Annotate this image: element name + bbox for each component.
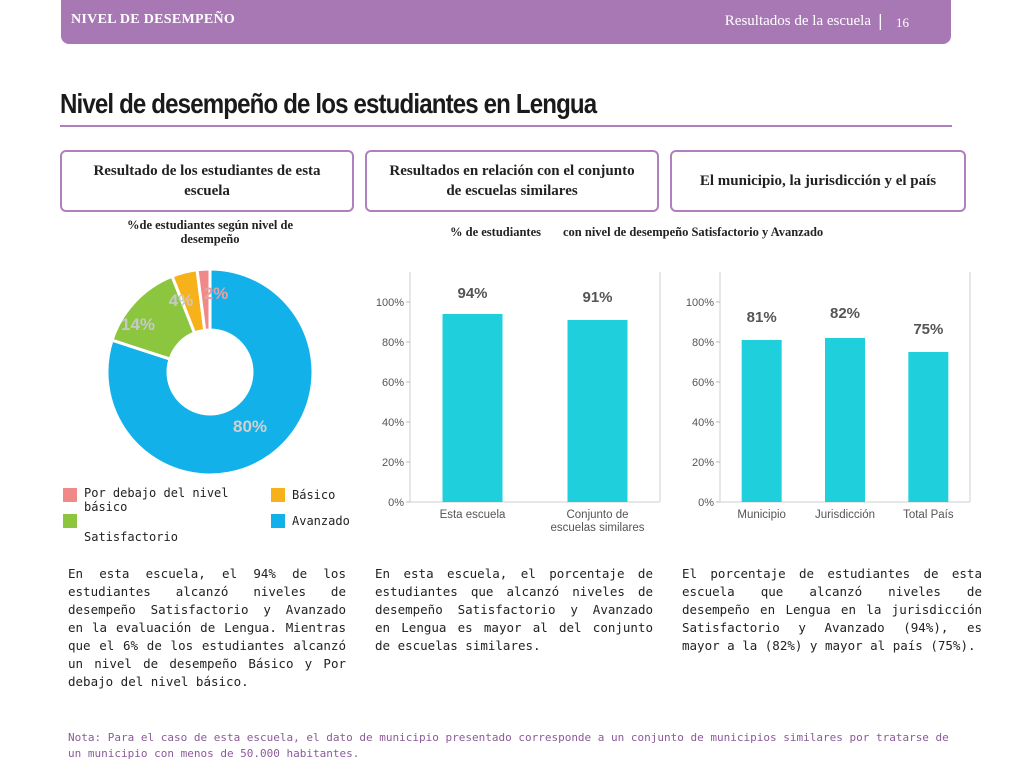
- bar-value-label: 91%: [582, 289, 612, 306]
- page-title: Nivel de desempeño de los estudiantes en…: [60, 88, 597, 119]
- bars-caption-right: con nivel de desempeño Satisfactorio y A…: [563, 225, 824, 239]
- y-tick-label: 80%: [382, 337, 404, 349]
- bar-value-label: 75%: [913, 321, 943, 338]
- bar-chart-schools: 0% 20% 40% 60% 80% 100% 94% Esta escuela 91% Conj…: [376, 272, 661, 534]
- bar-value-label: 81%: [747, 309, 777, 326]
- bar-1: [567, 320, 628, 502]
- header-separator: |: [877, 11, 883, 30]
- legend-label-satisfactory: Satisfactorio: [84, 530, 178, 544]
- y-tick-label: 40%: [382, 417, 404, 429]
- footnote: Nota: Para el caso de esta escuela, el d…: [68, 731, 949, 760]
- legend-label-below-basic: Por debajo del nivel básico: [84, 486, 229, 514]
- donut-slice-3: [105, 267, 315, 477]
- legend-swatch-basic: [271, 488, 285, 502]
- bar-1: [825, 338, 865, 502]
- bar-value-label: 94%: [457, 285, 487, 302]
- legend-label-advanced: Avanzado: [292, 514, 350, 528]
- paragraph-municipality: El porcentaje de estudiantes de esta esc…: [682, 566, 982, 653]
- x-category-label: Total País: [903, 509, 954, 521]
- y-tick-label: 20%: [692, 457, 714, 469]
- legend-swatch-advanced: [271, 514, 285, 528]
- y-tick-label: 0%: [698, 497, 714, 509]
- page-number: 16: [896, 15, 909, 30]
- bar-0: [741, 340, 782, 502]
- box-school-results: Resultado de los estudiantes de esta esc…: [60, 150, 354, 212]
- legend-swatch-below-basic: [63, 488, 77, 502]
- box-similar-schools: Resultados en relación con el conjunto d…: [365, 150, 659, 212]
- header-bar: NIVEL DE DESEMPEÑO Resultados de la escu…: [61, 0, 951, 44]
- school-results-label: Resultados de la escuela: [724, 13, 871, 29]
- x-category-label: escuelas similares: [551, 522, 645, 534]
- y-tick-label: 0%: [388, 497, 404, 509]
- y-tick-label: 60%: [382, 377, 404, 389]
- legend-label-basic: Básico: [292, 488, 336, 502]
- x-category-label: Conjunto de: [566, 509, 628, 521]
- y-tick-label: 80%: [692, 337, 714, 349]
- paragraph-similar: En esta escuela, el porcentaje de estudi…: [375, 566, 653, 653]
- x-category-label: Jurisdicción: [815, 509, 875, 521]
- y-tick-label: 100%: [686, 297, 714, 309]
- donut-slice-0: [195, 267, 212, 333]
- section-title: NIVEL DE DESEMPEÑO: [71, 12, 236, 27]
- donut-label-2: 14%: [121, 315, 155, 334]
- y-tick-label: 20%: [382, 457, 404, 469]
- donut-label-0: 2%: [204, 284, 229, 303]
- donut-label-1: 4%: [169, 291, 194, 310]
- bar-chart-regions: 0% 20% 40% 60% 80% 100% 81% Municipio 82% Jurisdi…: [686, 272, 971, 521]
- donut-caption: %de estudiantes según nivel de desempeño: [127, 218, 293, 246]
- y-tick-label: 40%: [692, 417, 714, 429]
- bars-caption-left: % de estudiantes: [450, 225, 541, 239]
- y-tick-label: 60%: [692, 377, 714, 389]
- legend-swatch-satisfactory: [63, 514, 77, 528]
- x-category-label: Municipio: [737, 509, 786, 521]
- donut-chart: 2% 4% 14% 80%: [105, 267, 315, 477]
- paragraph-school: En esta escuela, el 94% de los estudiant…: [68, 566, 346, 689]
- bar-0: [442, 314, 503, 502]
- box-municipality: El municipio, la jurisdicción y el país: [670, 150, 966, 212]
- x-category-label: Esta escuela: [440, 509, 506, 521]
- bar-2: [908, 352, 949, 502]
- donut-label-3: 80%: [233, 417, 267, 436]
- title-rule: [60, 125, 952, 127]
- y-tick-label: 100%: [376, 297, 404, 309]
- bar-value-label: 82%: [830, 305, 860, 322]
